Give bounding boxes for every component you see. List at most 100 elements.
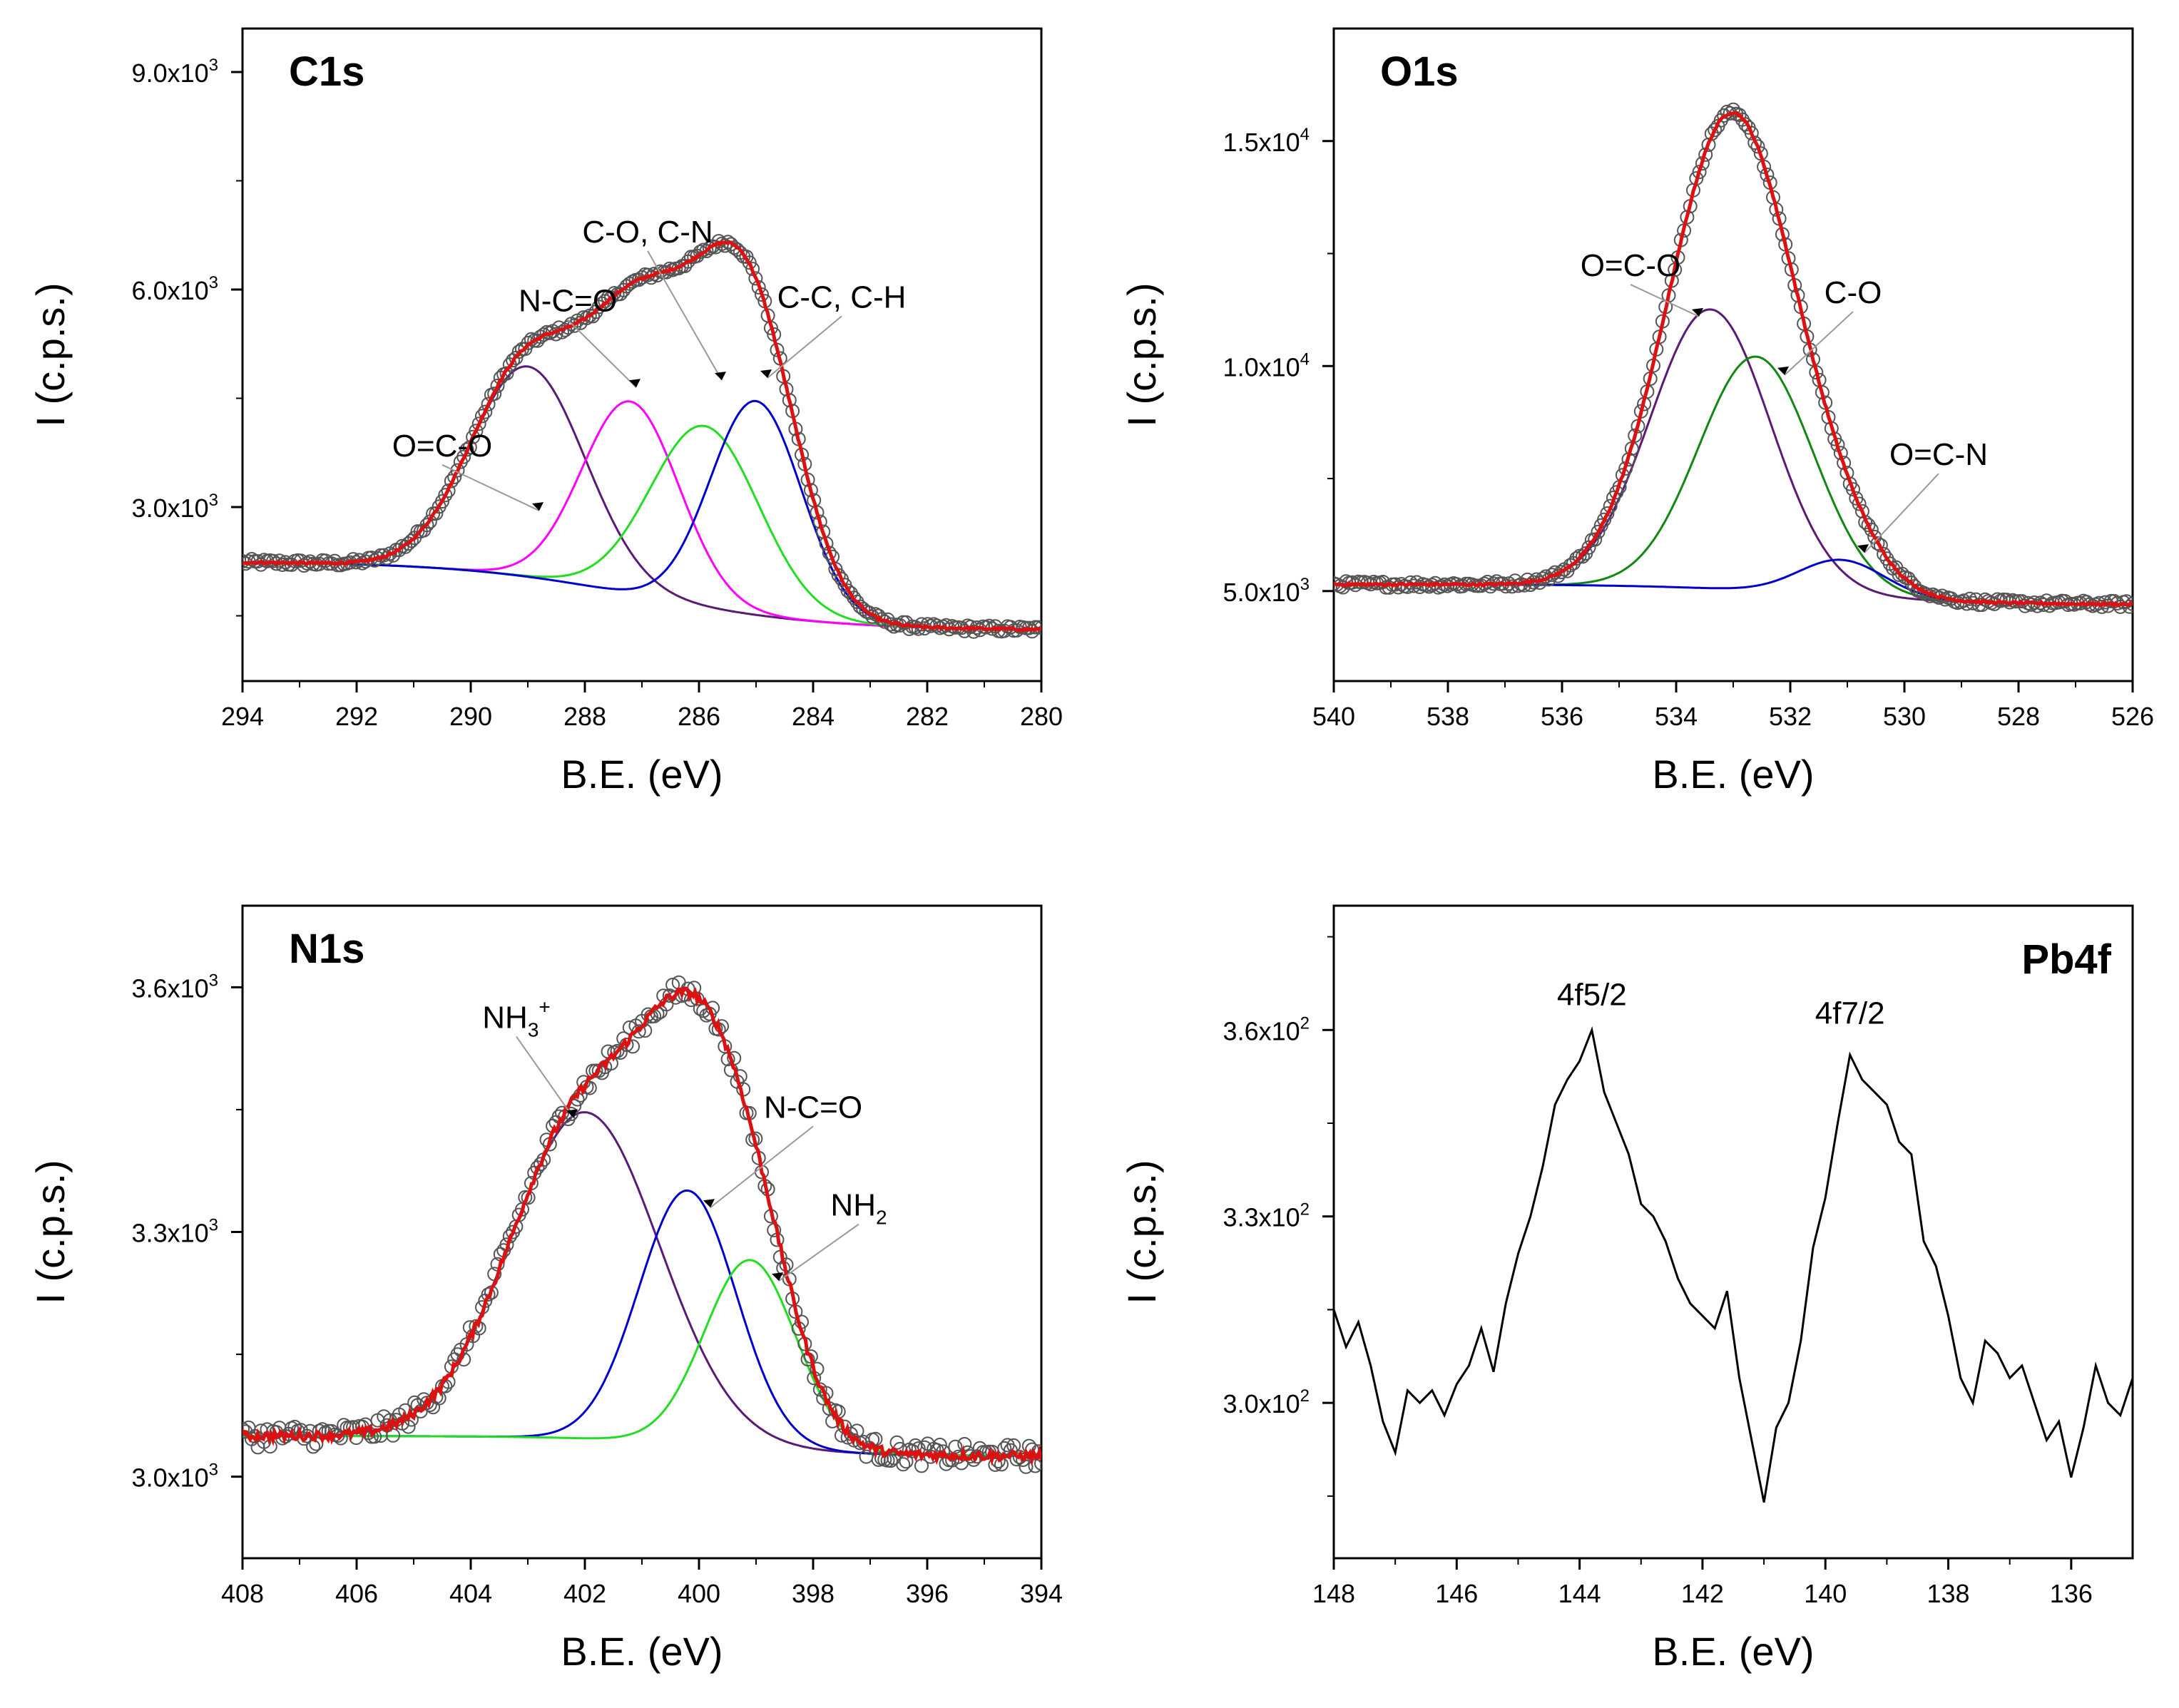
leader-arrow [772,1272,783,1282]
leader-line [567,319,637,388]
fit-envelope [243,240,1041,633]
data-point [902,621,917,636]
leader-line [442,464,540,511]
leader-arrow [629,379,641,388]
fit-envelope [1334,111,2133,608]
data-point [471,416,486,431]
data-point [810,1361,825,1376]
x-tick-label: 406 [335,1579,378,1608]
data-point [1839,466,1854,481]
data-point [386,1428,401,1443]
leader-line [516,1035,574,1118]
data-point [490,379,505,393]
leader-arrow [715,372,726,381]
x-tick-label: 394 [1020,1579,1063,1608]
fit-envelope [243,986,1041,1467]
data-point [450,463,465,478]
data-point [481,1287,496,1302]
leader-arrow [1857,544,1869,553]
y-axis-label: I (c.p.s.) [1119,1160,1164,1304]
data-point [1588,532,1603,547]
leader-line [1784,311,1854,376]
plot-frame [241,27,1043,682]
data-point [1591,524,1606,539]
y-axis-label: I (c.p.s.) [28,1160,73,1304]
y-tick-label: 3.3x102 [1223,1200,1310,1232]
leader-line [1630,284,1700,317]
x-axis-label: B.E. (eV) [1652,1629,1814,1674]
data-point [1391,580,1406,595]
peak-label: NH2 [830,1188,887,1229]
data-point [438,488,453,503]
y-tick-label: 3.3x103 [132,1216,218,1248]
y-tick-label: 3.6x102 [1223,1013,1310,1045]
data-point [444,474,459,489]
series-line [1334,1026,2133,1503]
data-point [533,1157,548,1172]
data-point [1854,503,1869,518]
peak-label: C-O, C-N [582,215,713,250]
data-point [499,366,514,381]
leader-arrow [1692,307,1703,317]
data-point [1028,1458,1041,1473]
component-nh3- [243,1111,1041,1458]
component-n-c-o [243,1189,1041,1458]
x-tick-label: 286 [678,702,720,731]
data-point [306,1439,321,1454]
x-tick-label: 540 [1312,702,1355,731]
data-point [2119,594,2133,609]
peak-label: 4f5/2 [1557,977,1627,1012]
data-point [475,409,489,424]
y-axis-label: I (c.p.s.) [28,282,73,426]
x-tick-label: 280 [1020,702,1063,731]
leader-line [647,250,723,381]
leader-line [767,315,842,379]
x-tick-label: 534 [1655,702,1698,731]
x-axis-label: B.E. (eV) [561,1629,723,1674]
x-tick-label: 140 [1804,1579,1847,1608]
panel-c1s: 294 292 290 288 286 284 282 280 3.0x103 6.0x103 9.… [28,27,1063,797]
panel-title: N1s [289,926,364,972]
data-point [469,424,484,439]
data-point [1852,496,1867,511]
data-point [469,1319,484,1334]
data-point [478,404,493,419]
x-tick-label: 136 [2050,1579,2093,1608]
x-tick-label: 282 [906,702,949,731]
x-tick-label: 402 [563,1579,606,1608]
plot-area [243,234,1041,639]
x-tick-label: 532 [1769,702,1812,731]
data-point [957,1437,972,1451]
y-tick-label: 5.0x103 [1223,575,1310,607]
data-point [1615,468,1630,483]
leader-arrow [703,1199,715,1208]
data-point [1553,565,1568,580]
data-point [896,1457,911,1472]
data-point [429,506,444,521]
x-tick-label: 292 [335,702,378,731]
x-tick-label: 288 [563,702,606,731]
data-point [847,1433,862,1448]
x-tick-label: 294 [221,702,264,731]
data-point [619,1038,634,1052]
x-tick-label: 538 [1427,702,1469,731]
y-tick-label: 9.0x103 [132,56,218,88]
y-tick-label: 3.0x103 [132,1461,218,1493]
peak-label: C-C, C-H [777,280,907,315]
x-tick-label: 284 [792,702,835,731]
peak-label: N-C=O [519,284,617,319]
x-tick-label: 142 [1681,1579,1724,1608]
data-point [1034,1456,1041,1471]
y-tick-label: 1.0x104 [1223,349,1310,382]
peak-label: 4f7/2 [1815,996,1885,1031]
x-tick-label: 526 [2111,702,2154,731]
data-point [1701,138,1716,152]
panel-title: Pb4f [2021,936,2111,983]
leader-arrow [566,1109,578,1118]
x-tick-label: 290 [449,702,492,731]
peak-label: NH3+ [482,996,551,1041]
data-point [1016,1453,1031,1467]
x-tick-label: 146 [1435,1579,1478,1608]
x-tick-label: 398 [792,1579,835,1608]
